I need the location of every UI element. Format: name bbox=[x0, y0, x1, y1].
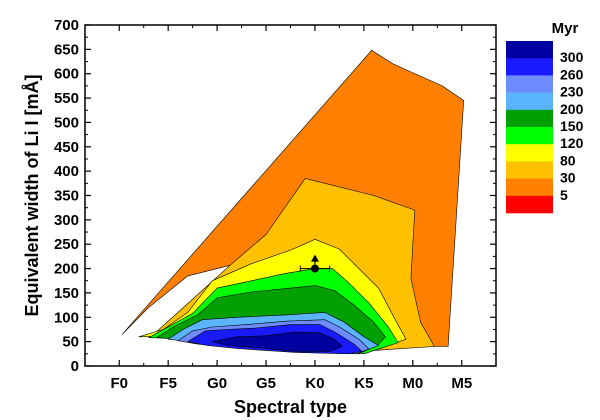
colorbar-swatch bbox=[506, 161, 553, 179]
colorbar-label: 260 bbox=[560, 66, 584, 82]
y-axis-ticks: 0 50 100 150 200 250 300 350 400 450 500 550 600 650 7… bbox=[54, 17, 496, 375]
y-tick-label: 350 bbox=[54, 188, 79, 205]
x-axis-ticks: F0 F5 G0 G5 K0 K5 M0 M5 bbox=[110, 25, 472, 392]
colorbar-label: 5 bbox=[560, 187, 568, 203]
x-tick-label: F0 bbox=[110, 375, 128, 392]
colorbar-title: Myr bbox=[552, 20, 579, 37]
x-tick-label: M0 bbox=[402, 375, 423, 392]
colorbar-swatch bbox=[506, 109, 553, 128]
colorbar-swatch bbox=[506, 75, 553, 93]
y-tick-label: 650 bbox=[54, 41, 79, 58]
y-tick-label: 300 bbox=[54, 212, 79, 229]
colorbar-label: 150 bbox=[560, 118, 584, 134]
x-axis-title: Spectral type bbox=[234, 397, 347, 417]
colorbar-swatch bbox=[506, 178, 553, 197]
x-tick-label: F5 bbox=[159, 375, 177, 392]
data-point-marker bbox=[310, 264, 319, 273]
colorbar-label: 200 bbox=[560, 101, 584, 117]
y-tick-label: 100 bbox=[54, 309, 79, 326]
colorbar-swatch bbox=[506, 58, 553, 76]
y-tick-label: 550 bbox=[54, 90, 79, 107]
y-tick-label: 0 bbox=[71, 358, 79, 375]
x-tick-label: G5 bbox=[256, 375, 276, 392]
y-tick-label: 50 bbox=[62, 334, 79, 351]
x-tick-label: K5 bbox=[354, 375, 373, 392]
colorbar-label: 300 bbox=[560, 49, 584, 65]
contour-region-innermost bbox=[211, 331, 343, 352]
colorbar-swatch bbox=[506, 144, 553, 162]
y-tick-label: 400 bbox=[54, 163, 79, 180]
y-tick-label: 200 bbox=[54, 261, 79, 278]
colorbar-label: 30 bbox=[560, 170, 576, 186]
colorbar-swatch bbox=[506, 127, 553, 145]
y-tick-label: 250 bbox=[54, 236, 79, 253]
marker-arrow-head bbox=[310, 254, 319, 262]
y-tick-label: 600 bbox=[54, 66, 79, 83]
y-tick-label: 700 bbox=[54, 17, 79, 34]
y-tick-label: 500 bbox=[54, 114, 79, 131]
data-marker-group bbox=[299, 254, 331, 273]
colorbar-label: 80 bbox=[560, 152, 576, 168]
x-tick-label: K0 bbox=[305, 375, 324, 392]
colorbar-swatch bbox=[506, 195, 553, 214]
colorbar-swatch bbox=[506, 92, 553, 111]
colorbar-swatch bbox=[506, 41, 553, 59]
x-tick-label: G0 bbox=[207, 375, 227, 392]
y-tick-label: 150 bbox=[54, 285, 79, 302]
y-tick-label: 450 bbox=[54, 139, 79, 156]
contour-regions bbox=[121, 49, 465, 355]
colorbar-label: 120 bbox=[560, 135, 584, 151]
colorbar-label: 230 bbox=[560, 84, 584, 100]
x-tick-label: M5 bbox=[451, 375, 472, 392]
y-axis-title: Equivalent width of Li I [mÅ] bbox=[22, 75, 42, 317]
